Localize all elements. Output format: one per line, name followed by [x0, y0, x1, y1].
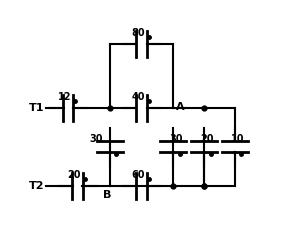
- Text: 20: 20: [67, 170, 81, 180]
- Text: B: B: [103, 190, 111, 200]
- Text: 80: 80: [131, 28, 145, 38]
- Text: 30: 30: [169, 134, 183, 144]
- Text: 30: 30: [90, 134, 103, 144]
- Text: 12: 12: [58, 92, 71, 102]
- Text: 10: 10: [231, 134, 244, 144]
- Text: T2: T2: [29, 181, 45, 191]
- Text: A: A: [176, 102, 184, 112]
- Text: T1: T1: [29, 103, 45, 113]
- Text: 40: 40: [131, 92, 145, 102]
- Text: 20: 20: [200, 134, 214, 144]
- Text: 60: 60: [131, 170, 145, 180]
